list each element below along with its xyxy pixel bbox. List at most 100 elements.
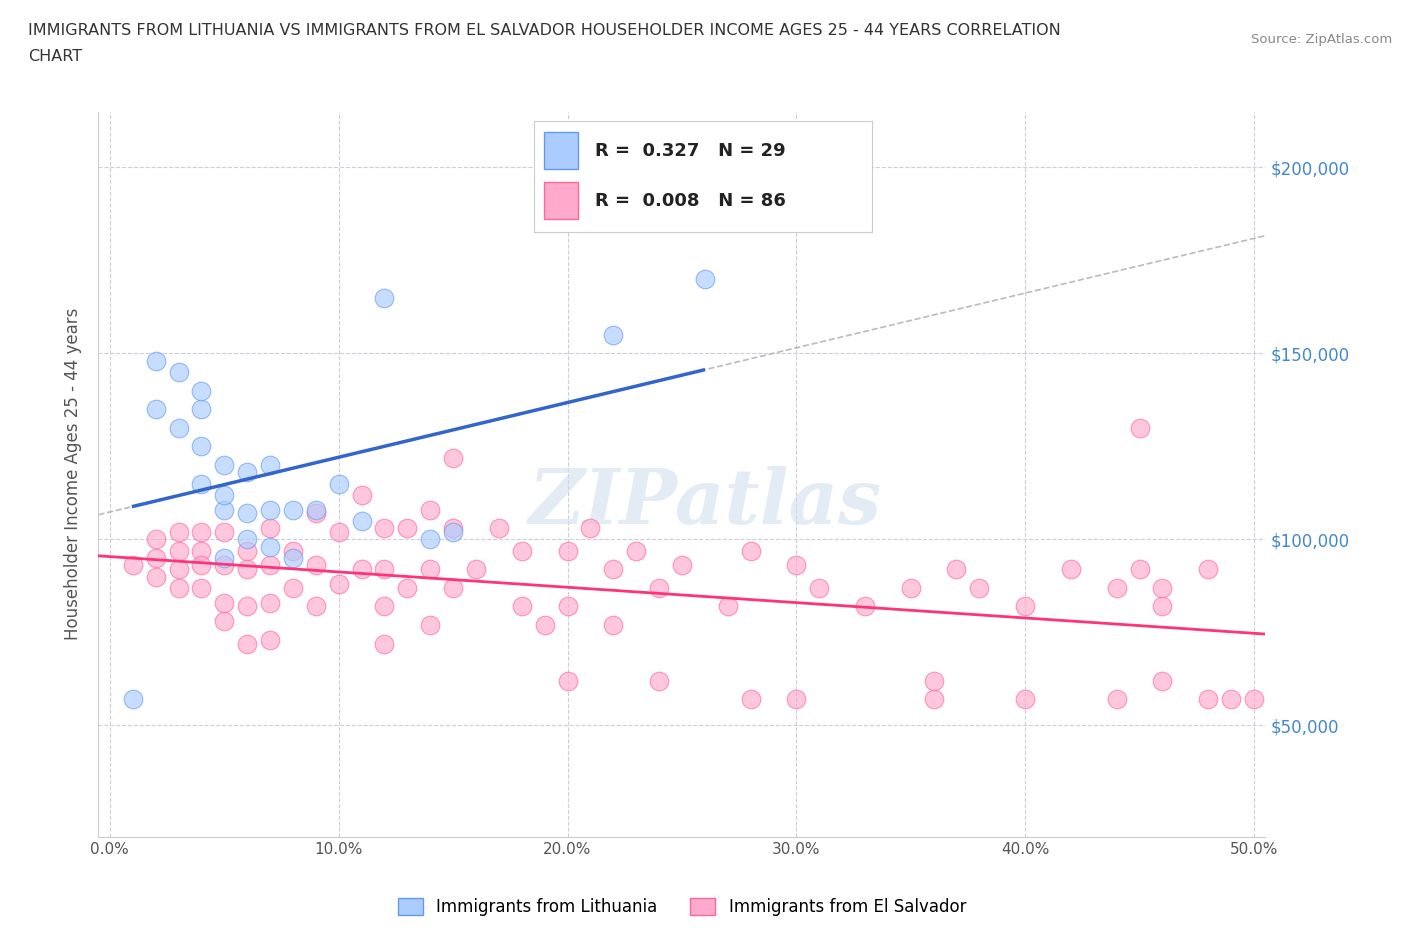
Point [922, 673, 945, 688]
Point [510, 543, 533, 558]
Point [167, 420, 190, 435]
Point [121, 692, 143, 707]
Point [1152, 599, 1174, 614]
Point [281, 502, 304, 517]
Point [1128, 420, 1150, 435]
Point [328, 476, 350, 491]
Point [1220, 692, 1243, 707]
Point [557, 599, 579, 614]
Point [922, 692, 945, 707]
Point [167, 580, 190, 595]
Text: R =  0.008   N = 86: R = 0.008 N = 86 [595, 193, 786, 210]
Point [853, 599, 876, 614]
Point [167, 562, 190, 577]
Point [717, 599, 740, 614]
Point [281, 543, 304, 558]
Point [785, 558, 807, 573]
Point [488, 521, 510, 536]
Text: CHART: CHART [28, 49, 82, 64]
Point [419, 562, 441, 577]
Point [740, 692, 762, 707]
Point [808, 580, 831, 595]
Point [350, 487, 373, 502]
Point [350, 562, 373, 577]
Point [693, 272, 716, 286]
Point [259, 502, 281, 517]
Point [1105, 580, 1128, 595]
Point [671, 558, 693, 573]
Point [190, 580, 212, 595]
Point [441, 521, 464, 536]
Point [785, 692, 807, 707]
Point [648, 580, 671, 595]
Point [373, 290, 395, 305]
Point [236, 465, 259, 480]
Point [190, 525, 212, 539]
Point [396, 521, 419, 536]
Point [236, 562, 259, 577]
Point [236, 543, 259, 558]
Point [305, 558, 328, 573]
Point [969, 580, 991, 595]
Point [602, 327, 624, 342]
Point [396, 580, 419, 595]
Point [328, 577, 350, 591]
Point [648, 673, 671, 688]
Point [305, 599, 328, 614]
Point [167, 525, 190, 539]
Point [145, 353, 167, 368]
Point [145, 551, 167, 565]
Point [441, 450, 464, 465]
Point [1060, 562, 1083, 577]
Point [236, 506, 259, 521]
Point [328, 525, 350, 539]
Text: IMMIGRANTS FROM LITHUANIA VS IMMIGRANTS FROM EL SALVADOR HOUSEHOLDER INCOME AGES: IMMIGRANTS FROM LITHUANIA VS IMMIGRANTS … [28, 23, 1062, 38]
Point [1128, 562, 1150, 577]
Point [259, 558, 281, 573]
Point [236, 599, 259, 614]
Point [259, 521, 281, 536]
Point [305, 502, 328, 517]
Text: Source: ZipAtlas.com: Source: ZipAtlas.com [1251, 33, 1392, 46]
Point [1197, 692, 1219, 707]
Point [190, 383, 212, 398]
Point [1197, 562, 1219, 577]
Point [465, 562, 488, 577]
Point [305, 506, 328, 521]
Point [419, 532, 441, 547]
Point [190, 476, 212, 491]
Point [602, 618, 624, 632]
Point [373, 521, 395, 536]
Point [419, 618, 441, 632]
Point [373, 636, 395, 651]
Text: R =  0.327   N = 29: R = 0.327 N = 29 [595, 142, 786, 160]
Point [236, 532, 259, 547]
Point [214, 487, 236, 502]
Point [1152, 580, 1174, 595]
Point [373, 599, 395, 614]
Point [900, 580, 922, 595]
Point [510, 599, 533, 614]
Point [167, 365, 190, 379]
Point [121, 558, 143, 573]
Point [350, 513, 373, 528]
Point [214, 551, 236, 565]
Point [259, 539, 281, 554]
Legend: Immigrants from Lithuania, Immigrants from El Salvador: Immigrants from Lithuania, Immigrants fr… [391, 892, 973, 923]
Point [145, 569, 167, 584]
Point [1014, 599, 1036, 614]
Point [190, 543, 212, 558]
Point [557, 673, 579, 688]
Point [214, 525, 236, 539]
Point [190, 558, 212, 573]
Point [259, 458, 281, 472]
Point [441, 525, 464, 539]
Text: ZIPatlas: ZIPatlas [529, 466, 882, 540]
FancyBboxPatch shape [544, 182, 578, 219]
Point [190, 439, 212, 454]
Point [214, 458, 236, 472]
Point [190, 402, 212, 417]
Point [214, 502, 236, 517]
Point [579, 521, 602, 536]
Point [214, 614, 236, 629]
